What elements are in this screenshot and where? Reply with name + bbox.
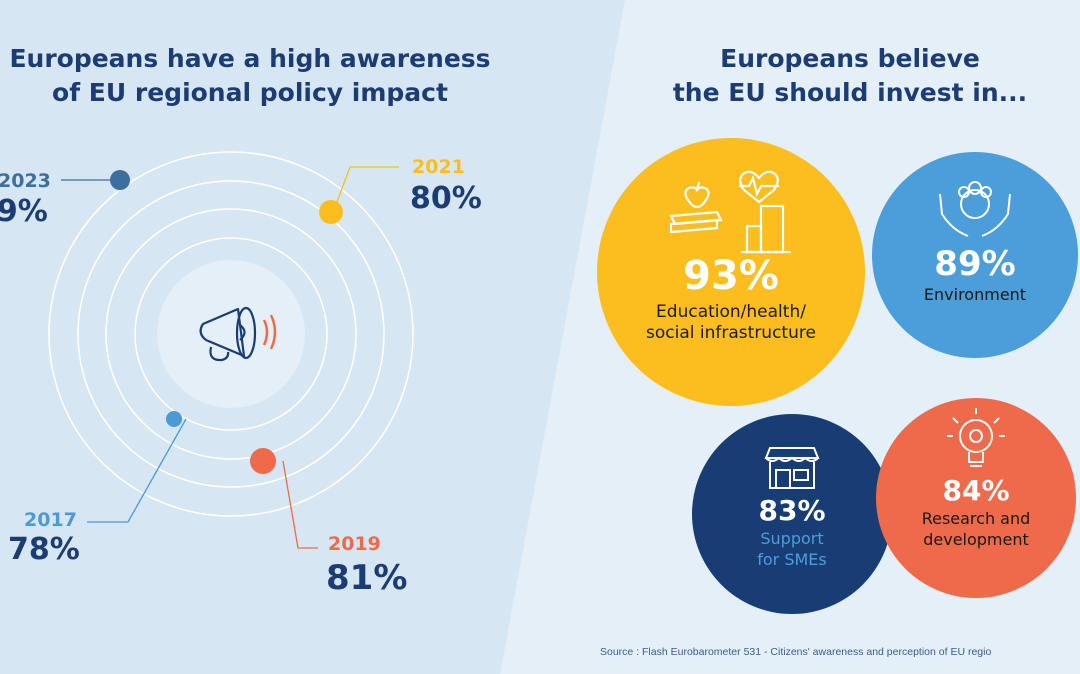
investment-environment: 89% Environment: [872, 152, 1078, 358]
value-environment: 89%: [934, 244, 1016, 284]
dot-2023: [110, 170, 130, 190]
right-title: Europeans believe the EU should invest in…: [640, 42, 1060, 110]
year-2017: 2017: [24, 509, 77, 531]
label-research-line1: Research and: [921, 509, 1031, 528]
value-research: 84%: [942, 474, 1010, 507]
year-2023: 2023: [0, 170, 51, 192]
label-research-line2: development: [923, 530, 1029, 549]
center-circle: [157, 260, 305, 408]
right-title-line1: Europeans believe: [720, 44, 980, 73]
right-title-line2: the EU should invest in...: [672, 78, 1028, 107]
leader-lines: [61, 166, 399, 549]
label-education-line1: Education/health/: [656, 302, 806, 322]
left-title-line2: of EU regional policy impact: [52, 78, 448, 107]
dot-2017: [166, 411, 182, 427]
value-education: 93%: [683, 253, 779, 299]
left-title-line1: Europeans have a high awareness: [9, 44, 491, 73]
value-2021: 80%: [410, 181, 482, 216]
education-health-infrastructure-icon: [669, 170, 791, 254]
value-2023: 79%: [0, 194, 48, 229]
dot-2021: [319, 200, 343, 224]
label-smes-line1: Support: [760, 529, 824, 548]
label-smes-line2: for SMEs: [757, 550, 827, 569]
orbit-rings: [48, 151, 414, 517]
hands-plant-globe-icon: [939, 181, 1011, 237]
shop-icon: [764, 447, 820, 489]
investment-research: 84% Research and development: [876, 398, 1076, 598]
value-2019: 81%: [326, 558, 408, 598]
label-environment: Environment: [923, 285, 1027, 304]
value-2017: 78%: [8, 532, 80, 567]
dot-2019: [250, 448, 276, 474]
sound-waves-icon: [262, 314, 277, 350]
megaphone-icon: [199, 306, 257, 362]
investment-smes: 83% Support for SMEs: [692, 414, 892, 614]
lightbulb-gear-icon: [947, 408, 1005, 467]
year-2019: 2019: [328, 533, 381, 555]
source-note: Source : Flash Eurobarometer 531 - Citiz…: [600, 646, 992, 658]
left-title: Europeans have a high awareness of EU reg…: [0, 42, 500, 110]
label-education-line2: social infrastructure: [646, 323, 816, 343]
value-smes: 83%: [758, 494, 826, 527]
investment-education-health: 93% Education/health/ social infrastruct…: [597, 138, 865, 406]
year-2021: 2021: [412, 156, 465, 178]
